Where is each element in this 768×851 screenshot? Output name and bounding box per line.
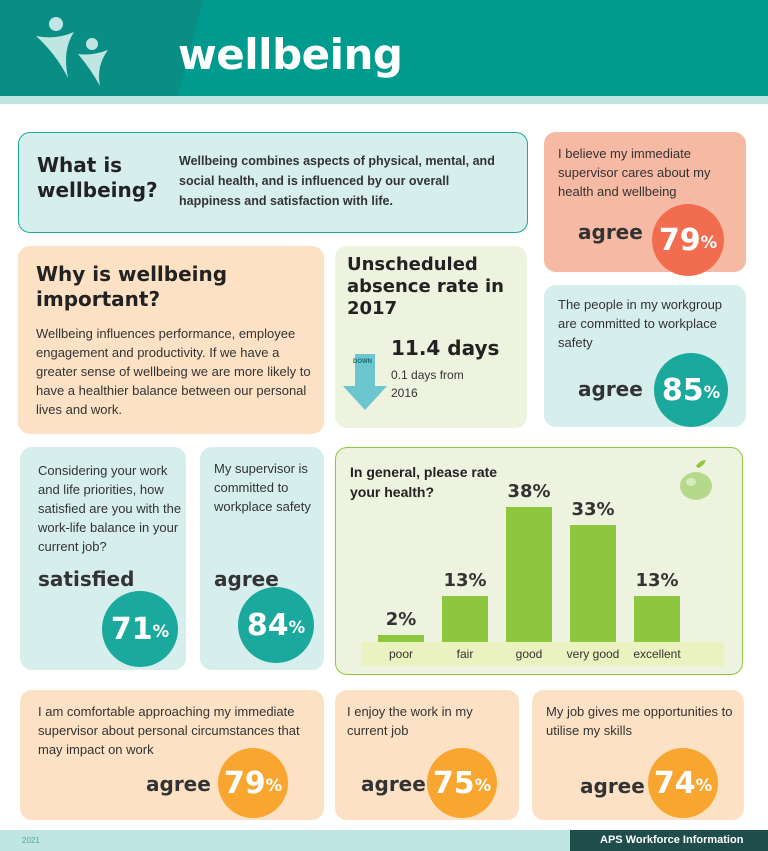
category-label: fair xyxy=(456,647,474,661)
why-important-card: Why is wellbeing important? Wellbeing in… xyxy=(18,246,324,434)
apple-icon xyxy=(680,460,712,500)
chart-plot-area: 2% poor 13% fair 38% good 33% very good 13% excel… xyxy=(362,481,724,666)
bar-poor xyxy=(378,634,424,642)
bar-value-label: 13% xyxy=(635,569,679,591)
work-life-value: 71 xyxy=(110,611,153,647)
absence-heading: Unscheduled absence rate in 2017 xyxy=(347,254,504,319)
utilise-skills-unit: % xyxy=(695,775,713,795)
category-label: very good xyxy=(566,647,620,661)
supervisor-cares-unit: % xyxy=(700,232,718,252)
approach-supervisor-card: I am comfortable approaching my immediat… xyxy=(20,690,324,820)
supervisor-safety-badge: 84% xyxy=(238,587,314,663)
what-is-heading: What is wellbeing? xyxy=(37,153,158,202)
supervisor-safety-card: My supervisor is committed to workplace … xyxy=(200,447,324,670)
what-is-card: What is wellbeing? Wellbeing combines as… xyxy=(18,132,528,233)
workgroup-safety-card: The people in my workgroup are committed… xyxy=(544,285,746,427)
approach-supervisor-value: 79 xyxy=(223,765,266,801)
page-title: wellbeing xyxy=(178,30,403,79)
why-important-heading: Why is wellbeing important? xyxy=(36,262,228,311)
supervisor-cares-value: 79 xyxy=(658,222,701,258)
category-label: good xyxy=(515,647,543,661)
absence-days: 11.4 days xyxy=(391,336,500,360)
supervisor-cares-card: I believe my immediate supervisor cares … xyxy=(544,132,746,276)
work-life-text: Considering your work and life prioritie… xyxy=(38,463,182,554)
workgroup-safety-text: The people in my workgroup are committed… xyxy=(558,297,723,350)
category-label: excellent xyxy=(633,647,681,661)
header-strip xyxy=(0,96,768,104)
why-important-text: Wellbeing influences performance, employ… xyxy=(36,326,311,417)
work-life-label: satisfied xyxy=(38,567,135,591)
supervisor-cares-badge: 79% xyxy=(652,204,724,276)
approach-supervisor-label: agree xyxy=(146,772,211,796)
bar-value-label: 33% xyxy=(571,498,615,520)
footer-year: 2021 xyxy=(22,836,40,845)
enjoy-work-badge: 75% xyxy=(427,748,497,818)
bar-value-label: 13% xyxy=(443,569,487,591)
utilise-skills-text: My job gives me opportunities to utilise… xyxy=(546,704,733,738)
what-is-text: Wellbeing combines aspects of physical, … xyxy=(179,154,495,208)
bar-good xyxy=(506,507,552,642)
work-life-card: Considering your work and life prioritie… xyxy=(20,447,186,670)
header-banner: wellbeing xyxy=(0,0,768,96)
health-chart-card: In general, please rate your health? 2% p… xyxy=(335,447,743,675)
people-logo-icon xyxy=(36,17,108,86)
work-life-unit: % xyxy=(152,621,170,641)
enjoy-work-unit: % xyxy=(474,775,492,795)
utilise-skills-card: My job gives me opportunities to utilise… xyxy=(532,690,744,820)
workgroup-safety-label: agree xyxy=(578,377,643,401)
down-arrow-label: DOWN xyxy=(353,359,372,365)
utilise-skills-badge: 74% xyxy=(648,748,718,818)
supervisor-cares-text: I believe my immediate supervisor cares … xyxy=(558,146,711,199)
supervisor-safety-unit: % xyxy=(288,617,306,637)
workgroup-safety-unit: % xyxy=(703,382,721,402)
approach-supervisor-unit: % xyxy=(265,775,283,795)
supervisor-safety-text: My supervisor is committed to workplace … xyxy=(214,461,311,514)
bar-fair xyxy=(442,595,488,642)
bar-value-label: 2% xyxy=(385,608,417,630)
supervisor-safety-value: 84 xyxy=(246,607,289,643)
approach-supervisor-badge: 79% xyxy=(218,748,288,818)
utilise-skills-value: 74 xyxy=(653,765,696,801)
absence-card: Unscheduled absence rate in 2017 11.4 da… xyxy=(335,246,527,428)
category-label: poor xyxy=(388,647,414,661)
category-band xyxy=(362,642,724,666)
bar-excellent xyxy=(634,595,680,642)
enjoy-work-card: I enjoy the work in my current job agree… xyxy=(335,690,519,820)
absence-change: 0.1 days from 2016 xyxy=(391,368,464,400)
footer-source-bar xyxy=(570,830,768,851)
enjoy-work-label: agree xyxy=(361,772,426,796)
bar-value-label: 38% xyxy=(507,481,551,503)
work-life-badge: 71% xyxy=(102,591,178,667)
utilise-skills-label: agree xyxy=(580,774,645,798)
enjoy-work-value: 75 xyxy=(432,765,475,801)
workgroup-safety-badge: 85% xyxy=(654,353,728,427)
workgroup-safety-value: 85 xyxy=(661,372,704,408)
bar-very-good xyxy=(570,524,616,642)
supervisor-cares-label: agree xyxy=(578,220,643,244)
footer-source: APS Workforce Information xyxy=(600,834,744,846)
enjoy-work-text: I enjoy the work in my current job xyxy=(347,704,473,738)
approach-supervisor-text: I am comfortable approaching my immediat… xyxy=(38,704,300,757)
chart-title: In general, please rate your health? xyxy=(350,464,498,500)
down-arrow-icon xyxy=(343,354,387,410)
